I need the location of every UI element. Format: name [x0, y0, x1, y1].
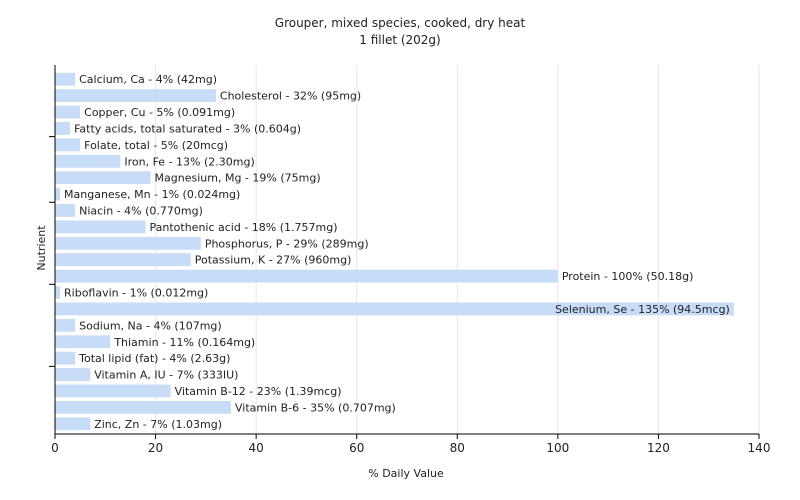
bar-label: Niacin - 4% (0.770mg): [79, 204, 203, 217]
bar: [55, 138, 81, 152]
bar-label: Fatty acids, total saturated - 3% (0.604…: [74, 122, 301, 135]
bar-label: Sodium, Na - 4% (107mg): [79, 319, 222, 332]
bar-label: Protein - 100% (50.18g): [562, 270, 694, 283]
bar-label: Pantothenic acid - 18% (1.757mg): [150, 221, 338, 234]
x-tick-label: 80: [450, 441, 465, 455]
bar-label: Thiamin - 11% (0.164mg): [113, 336, 255, 349]
bar: [55, 89, 216, 103]
bar-label: Iron, Fe - 13% (2.30mg): [124, 155, 254, 168]
bar: [55, 351, 76, 365]
bar-label: Magnesium, Mg - 19% (75mg): [155, 172, 321, 185]
x-tick-label: 60: [349, 441, 364, 455]
bar: [55, 269, 558, 283]
bar-label: Phosphorus, P - 29% (289mg): [205, 237, 369, 250]
bar-label: Selenium, Se - 135% (94.5mcg): [555, 303, 730, 316]
bar: [55, 105, 81, 119]
x-tick-label: 120: [647, 441, 670, 455]
x-axis-ticks: 0 20 40 60 80 100 120 140: [51, 434, 770, 455]
bar-label: Vitamin A, IU - 7% (333IU): [94, 369, 238, 382]
bar-label: Calcium, Ca - 4% (42mg): [79, 73, 217, 86]
bars: Calcium, Ca - 4% (42mg)Cholesterol - 32%…: [55, 72, 734, 431]
bar: [55, 171, 151, 185]
x-tick-label: 40: [249, 441, 264, 455]
x-tick-label: 0: [51, 441, 59, 455]
grid-lines: [155, 65, 760, 434]
bar: [55, 187, 61, 201]
bar-label: Riboflavin - 1% (0.012mg): [64, 287, 208, 300]
bar: [55, 318, 76, 332]
bar: [55, 253, 191, 267]
bar: [55, 400, 231, 414]
bar: [55, 72, 76, 86]
bar-label: Manganese, Mn - 1% (0.024mg): [64, 188, 240, 201]
bar-label: Total lipid (fat) - 4% (2.63g): [78, 352, 230, 365]
bar: [55, 122, 71, 135]
chart-subtitle: 1 fillet (202g): [359, 33, 440, 47]
bar: [55, 417, 91, 431]
bar-label: Copper, Cu - 5% (0.091mg): [84, 106, 235, 119]
x-tick-label: 20: [148, 441, 163, 455]
bar: [55, 204, 76, 217]
bar-label: Zinc, Zn - 7% (1.03mg): [94, 418, 222, 431]
bar: [55, 220, 146, 234]
x-tick-label: 100: [546, 441, 569, 455]
bar-label: Cholesterol - 32% (95mg): [220, 90, 361, 103]
bar: [55, 236, 201, 250]
y-axis-label: Nutrient: [35, 225, 48, 271]
bar: [55, 368, 91, 381]
bar-label: Folate, total - 5% (20mcg): [84, 139, 228, 152]
axes: [49, 65, 759, 435]
bar-label: Potassium, K - 27% (960mg): [195, 254, 352, 267]
bar: [55, 384, 171, 398]
x-tick-label: 140: [748, 441, 771, 455]
bar-label: Vitamin B-12 - 23% (1.39mcg): [175, 385, 342, 398]
bar: [55, 286, 61, 299]
bar: [55, 302, 734, 316]
bar: [55, 335, 111, 349]
bar: [55, 154, 121, 168]
x-axis-label: % Daily Value: [368, 467, 444, 480]
bar-label: Vitamin B-6 - 35% (0.707mg): [235, 401, 396, 414]
chart-title: Grouper, mixed species, cooked, dry heat: [275, 16, 526, 30]
